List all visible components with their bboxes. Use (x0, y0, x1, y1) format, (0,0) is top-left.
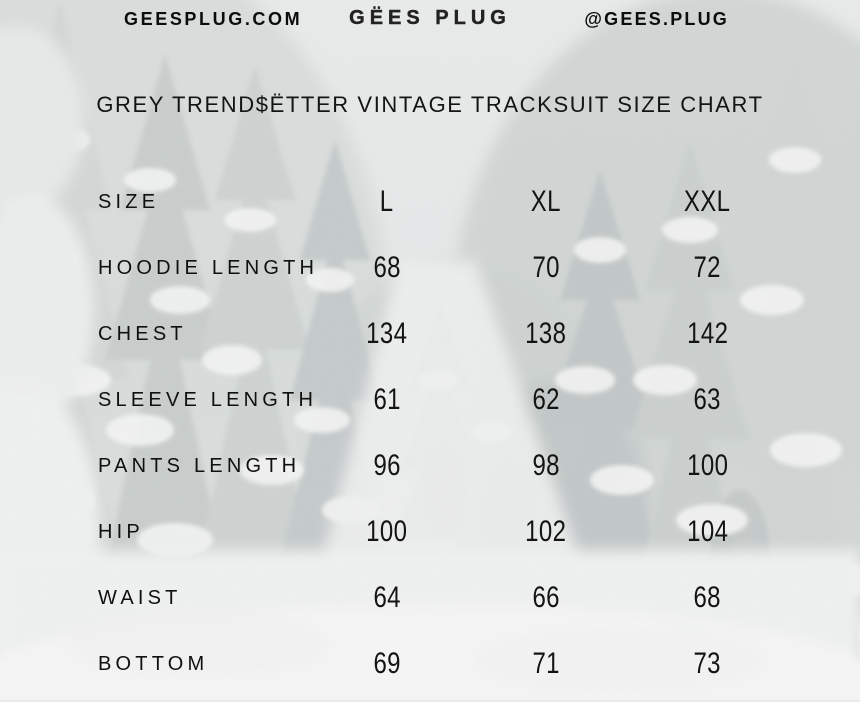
cell-value-xxl: 100 (686, 449, 729, 482)
cell-value-xxl: 73 (693, 647, 722, 680)
cell-value-xl: 62 (532, 383, 560, 416)
cell-value-xxl: 72 (693, 251, 722, 284)
header-social-handle-text: @GEES.PLUG (584, 9, 729, 29)
row-label: HOODIE LENGTH (98, 257, 319, 279)
cell-value-l: 68 (373, 251, 401, 284)
column-header-size: SIZE (98, 191, 160, 213)
cell-value-l: 64 (373, 581, 401, 614)
row-label: WAIST (98, 587, 182, 609)
table-row-chest: CHEST 134 138 142 (0, 301, 860, 367)
header-website-text: GEESPLUG.COM (124, 9, 303, 29)
table-row-waist: WAIST 64 66 68 (0, 565, 860, 631)
cell-value-xxl: 104 (686, 515, 729, 548)
cell-value-xl: 71 (532, 647, 560, 680)
row-label: HIP (98, 521, 144, 543)
cell-value-xl: 66 (532, 581, 560, 614)
table-row-sleeve-length: SLEEVE LENGTH 61 62 63 (0, 367, 860, 433)
table-row-hip: HIP 100 102 104 (0, 499, 860, 565)
cell-value-xl: 70 (532, 251, 560, 284)
cell-value-xl: 102 (525, 515, 567, 548)
column-header-xl: XL (530, 185, 562, 218)
cell-value-xxl: 68 (693, 581, 722, 614)
column-header-xxl: XXL (684, 185, 731, 218)
table-header-row: SIZE L XL XXL (0, 169, 860, 235)
cell-value-xxl: 142 (686, 317, 729, 350)
brand-logo-text: GËES PLUG (349, 7, 511, 29)
cell-value-l: 96 (373, 449, 401, 482)
row-label: SLEEVE LENGTH (98, 389, 318, 411)
cell-value-l: 100 (366, 515, 408, 548)
table-row-pants-length: PANTS LENGTH 96 98 100 (0, 433, 860, 499)
size-table: SIZE L XL XXL HOODIE LENGTH 68 70 72 CHE… (0, 169, 860, 697)
row-label: PANTS LENGTH (98, 455, 301, 477)
cell-value-l: 134 (366, 317, 408, 350)
table-row-hoodie-length: HOODIE LENGTH 68 70 72 (0, 235, 860, 301)
row-label: CHEST (98, 323, 187, 345)
size-chart-title: GREY TREND$ËTTER VINTAGE TRACKSUIT SIZE … (96, 92, 764, 117)
cell-value-xxl: 63 (693, 383, 722, 416)
table-row-bottom: BOTTOM 69 71 73 (0, 631, 860, 697)
column-header-l: L (380, 185, 394, 218)
cell-value-xl: 98 (532, 449, 560, 482)
row-label: BOTTOM (98, 653, 209, 675)
cell-value-xl: 138 (525, 317, 567, 350)
cell-value-l: 61 (373, 383, 401, 416)
cell-value-l: 69 (373, 647, 401, 680)
